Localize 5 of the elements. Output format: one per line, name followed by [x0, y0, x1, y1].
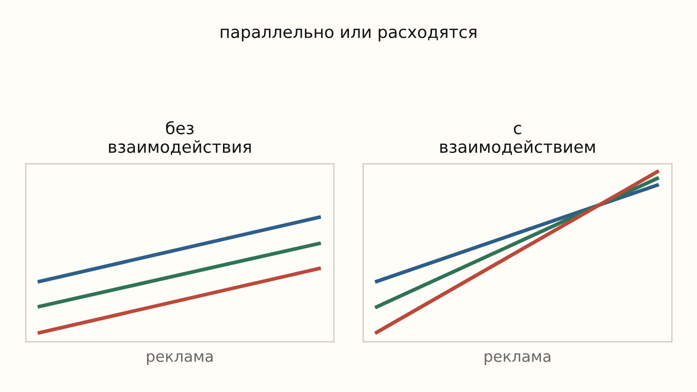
- x-axis-title: реклама: [484, 353, 550, 365]
- chart-title: с взаимодействием: [440, 124, 595, 156]
- text: параллельно или расходятся: [220, 28, 476, 42]
- x-axis-title: реклама: [147, 353, 213, 365]
- chart-title: без взаимодействия: [109, 121, 251, 156]
